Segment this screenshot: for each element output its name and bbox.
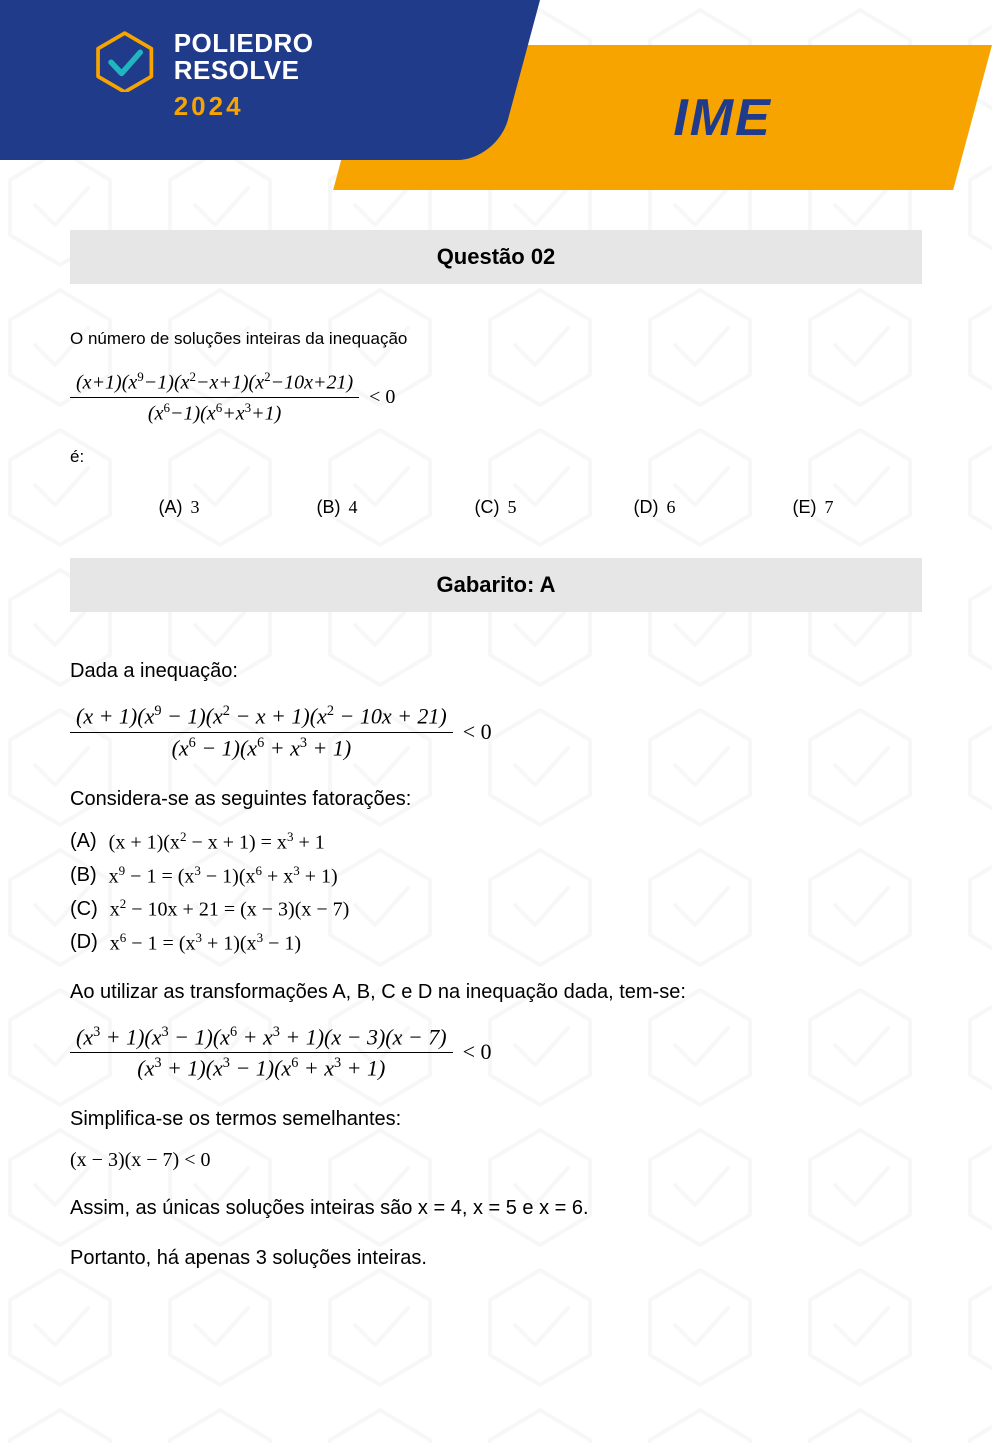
brand-text: POLIEDRO RESOLVE 2024 [174,30,314,122]
page-content: Questão 02 O número de soluções inteiras… [0,190,992,1328]
alternative-e: (E) 7 [793,497,834,518]
solution-simplify-intro: Simplifica-se os termos semelhantes: [70,1105,922,1133]
inequality-relation: < 0 [369,386,395,409]
page-header: IME POLIEDRO RESOLVE 2024 [0,0,992,190]
header-blue-panel: POLIEDRO RESOLVE 2024 [0,0,540,160]
alternative-c: (C) 5 [475,497,517,518]
solution-intro: Dada a inequação: [70,657,922,685]
brand-logo-icon [94,30,156,92]
factor-b: (B) x9 − 1 = (x3 − 1)(x6 + x3 + 1) [70,863,922,889]
alternative-b: (B) 4 [317,497,358,518]
exam-title: IME [673,88,771,148]
solution-step2: (x3 + 1)(x3 − 1)(x6 + x3 + 1)(x − 3)(x −… [70,1022,922,1084]
solution-conclusion1: Assim, as únicas soluções inteiras são x… [70,1194,922,1222]
brand-line2: RESOLVE [174,57,314,84]
solution-simplified: (x − 3)(x − 7) < 0 [70,1149,922,1172]
question-header-bar: Questão 02 [70,230,922,284]
factor-c: (C) x2 − 10x + 21 = (x − 3)(x − 7) [70,896,922,922]
question-inequality: (x+1)(x9−1)(x2−x+1)(x2−10x+21) (x6−1)(x6… [70,367,922,427]
answer-header-bar: Gabarito: A [70,558,922,612]
factor-a: (A) (x + 1)(x2 − x + 1) = x3 + 1 [70,829,922,855]
solution-use-intro: Ao utilizar as transformações A, B, C e … [70,978,922,1006]
brand-year: 2024 [174,91,314,122]
alternatives-row: (A) 3 (B) 4 (C) 5 (D) 6 (E) 7 [70,497,922,518]
solution-conclusion2: Portanto, há apenas 3 soluções inteiras. [70,1244,922,1272]
solution-factor-intro: Considera-se as seguintes fatorações: [70,785,922,813]
factor-d: (D) x6 − 1 = (x3 + 1)(x3 − 1) [70,930,922,956]
question-prompt: O número de soluções inteiras da inequaç… [70,329,922,349]
solution-main-inequality: (x + 1)(x9 − 1)(x2 − x + 1)(x2 − 10x + 2… [70,701,922,763]
alternative-d: (D) 6 [634,497,676,518]
question-suffix: é: [70,447,922,467]
alternative-a: (A) 3 [159,497,200,518]
brand-line1: POLIEDRO [174,30,314,57]
